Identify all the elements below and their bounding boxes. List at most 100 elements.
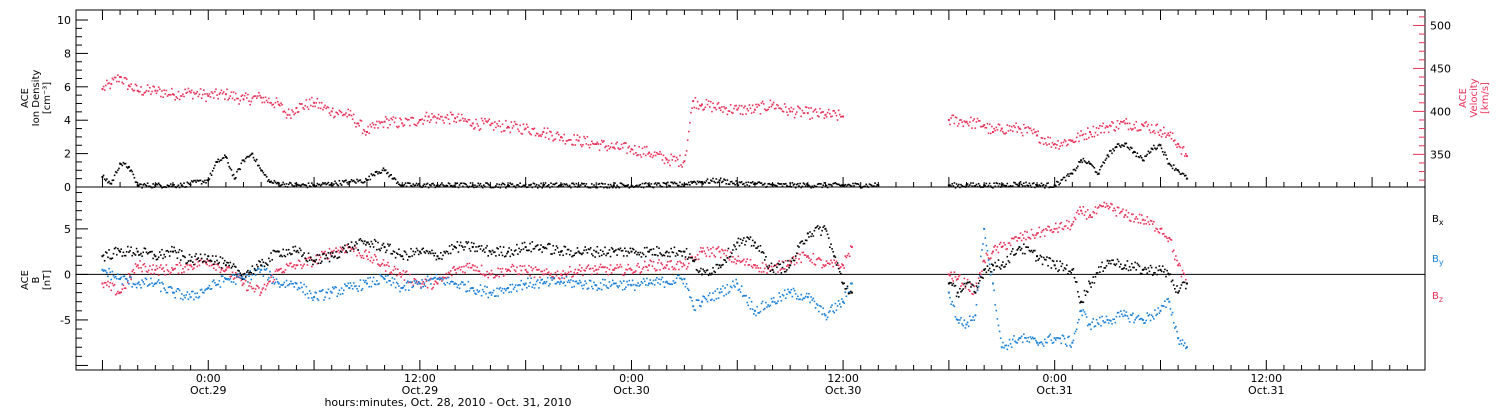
by-sample	[967, 325, 970, 328]
bz-point	[824, 264, 827, 267]
bx-sample	[567, 248, 570, 251]
bx-sample	[171, 245, 173, 248]
bz-sample	[285, 263, 288, 265]
bx-sample	[776, 266, 778, 269]
density-sample	[271, 181, 273, 184]
by-point	[665, 280, 668, 283]
velocity-sample	[126, 88, 129, 91]
bx-point	[718, 264, 721, 267]
bz-point	[330, 250, 333, 253]
by-sample	[694, 309, 697, 312]
density-sample	[835, 182, 838, 185]
bx-sample	[783, 270, 786, 273]
velocity-sample	[1079, 134, 1081, 137]
bz-sample	[196, 265, 199, 268]
density-sample	[283, 183, 286, 186]
bz-sample	[273, 278, 276, 281]
bx-sample	[962, 288, 965, 290]
velocity-sample	[646, 145, 648, 148]
density-sample	[132, 173, 135, 176]
velocity-sample	[289, 114, 291, 116]
bx-sample	[750, 245, 753, 247]
density-sample	[1004, 184, 1006, 187]
bz-sample	[502, 275, 505, 277]
velocity-sample	[104, 84, 107, 87]
density-sample	[593, 184, 595, 186]
density-sample	[1120, 146, 1122, 148]
velocity-sample	[380, 121, 383, 123]
by-sample	[618, 285, 621, 287]
bz-sample	[425, 280, 428, 283]
velocity-sample	[335, 111, 337, 114]
by-sample	[481, 288, 484, 291]
density-sample	[678, 184, 680, 187]
by-sample	[798, 298, 800, 301]
density-sample	[250, 153, 253, 156]
velocity-sample	[358, 124, 361, 127]
by-sample	[1140, 317, 1143, 320]
bx-sample	[696, 269, 699, 272]
bx-sample	[1118, 266, 1121, 268]
bz-sample	[340, 247, 343, 250]
bx-sample	[644, 255, 647, 258]
velocity-sample	[755, 103, 757, 106]
velocity-sample	[1134, 127, 1136, 129]
by-sample	[264, 269, 267, 271]
density-sample	[389, 174, 391, 177]
velocity-sample	[246, 97, 248, 99]
bx-sample	[217, 262, 219, 265]
bz-sample	[516, 266, 518, 269]
by-sample	[184, 296, 186, 299]
bz-sample	[328, 247, 331, 250]
by-sample	[423, 282, 426, 284]
density-sample	[971, 185, 973, 187]
velocity-sample	[503, 129, 506, 132]
density-sample	[1136, 152, 1139, 155]
bz-sample	[139, 260, 141, 262]
velocity-sample	[753, 111, 755, 114]
bz-sample	[167, 270, 170, 273]
bx-point	[154, 255, 157, 258]
by-sample	[463, 283, 465, 286]
by-sample	[1103, 321, 1106, 324]
bz-sample	[1017, 237, 1020, 239]
bx-sample	[114, 246, 117, 249]
by-sample	[822, 307, 825, 309]
bx-point	[850, 291, 853, 294]
bz-sample	[1100, 204, 1102, 207]
density-sample	[221, 157, 224, 160]
density-sample	[161, 186, 163, 189]
density-sample	[510, 183, 513, 186]
by-sample	[168, 286, 171, 288]
bx-sample	[950, 282, 952, 284]
bz-sample	[638, 266, 640, 268]
density-sample	[1068, 175, 1070, 178]
bz-point	[154, 268, 157, 271]
bz-sample	[453, 265, 455, 268]
bx-sample	[985, 271, 988, 274]
bx-sample	[514, 249, 517, 251]
velocity-sample	[389, 123, 391, 126]
velocity-point	[136, 89, 139, 92]
bz-sample	[832, 265, 834, 268]
velocity-point	[753, 108, 756, 111]
bx-point	[824, 227, 827, 230]
bz-sample	[843, 267, 845, 269]
bz-sample	[1139, 222, 1142, 224]
velocity-sample	[499, 125, 502, 128]
velocity-sample	[513, 120, 516, 123]
by-sample	[329, 290, 332, 293]
velocity-sample	[573, 134, 575, 136]
x-tick-time: 0:00	[619, 372, 644, 385]
velocity-sample	[838, 113, 841, 116]
by-point	[736, 282, 739, 285]
velocity-point	[101, 88, 104, 91]
bz-sample	[1123, 216, 1125, 218]
density-sample	[1032, 182, 1035, 184]
density-sample	[1154, 147, 1156, 149]
bx-sample	[641, 252, 644, 254]
bx-sample	[344, 244, 346, 247]
by-sample	[209, 288, 212, 291]
velocity-sample	[333, 116, 335, 119]
